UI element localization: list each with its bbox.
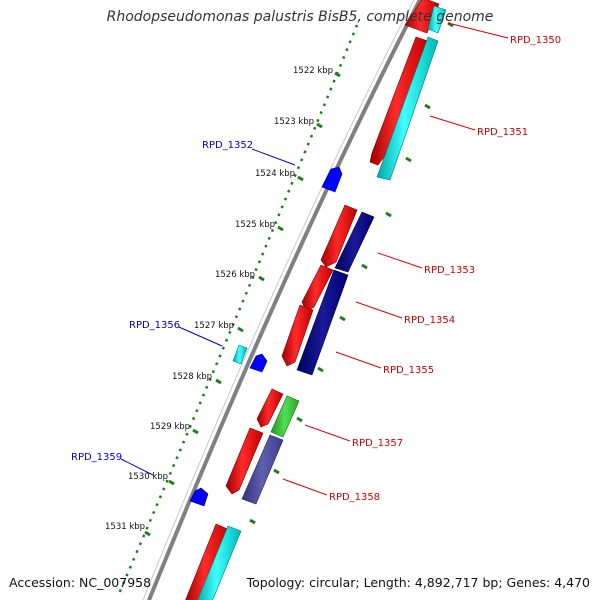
genome-backbone-highlight [142,0,415,600]
gene-arrow-rpd1356[interactable] [249,353,268,373]
leader-lines-red [282,22,509,496]
cds-arrow-rpd1350[interactable] [404,0,440,34]
cds-navy-rpd1353[interactable] [334,211,375,273]
cds-arrow-bottom[interactable] [184,523,231,600]
tick-label-1525: 1525 kbp [235,220,275,230]
gene-label-rpd1358[interactable]: RPD_1358 [329,492,380,503]
scale-ticks [144,71,341,537]
cds-green-rpd1357[interactable] [270,395,300,438]
tick-label-1531: 1531 kbp [105,522,145,532]
genome-backbone [146,0,423,600]
cds-navy-rpd1354[interactable] [296,269,349,376]
cds-cyan-top[interactable] [427,5,447,34]
genome-summary-text: Topology: circular; Length: 4,892,717 bp… [246,575,590,590]
cds-arrow-rpd1355[interactable] [281,304,314,367]
gene-label-rpd1357[interactable]: RPD_1357 [352,438,403,449]
map-title: Rhodopseudomonas palustris BisB5, comple… [106,9,494,25]
accession-text: Accession: NC_007958 [9,575,152,590]
tick-label-1522: 1522 kbp [293,66,333,76]
gene-label-rpd1353[interactable]: RPD_1353 [424,265,475,276]
cds-slate-rpd1358[interactable] [241,434,284,505]
cds-cyan-bottom[interactable] [196,525,242,600]
cds-cyan-rpd1351[interactable] [376,36,439,181]
cds-track-red [184,0,440,600]
tick-label-1527: 1527 kbp [194,321,234,331]
tick-label-1530: 1530 kbp [128,472,168,482]
cds-arrow-rpd1353[interactable] [320,204,358,268]
gene-label-rpd1359[interactable]: RPD_1359 [71,452,122,463]
tick-label-1528: 1528 kbp [172,372,212,382]
tick-label-1529: 1529 kbp [150,422,190,432]
cds-arrow-rpd1358[interactable] [225,427,264,495]
gene-label-rpd1354[interactable]: RPD_1354 [404,315,455,326]
leader-lines-blue [120,148,296,476]
gene-label-rpd1355[interactable]: RPD_1355 [383,365,434,376]
tick-label-1523: 1523 kbp [274,117,314,127]
gene-arrow-rpd1352[interactable] [321,166,343,193]
gene-label-rpd1351[interactable]: RPD_1351 [477,127,528,138]
tick-label-1524: 1524 kbp [255,169,295,179]
gene-label-rpd1350[interactable]: RPD_1350 [510,35,561,46]
cds-arrow-rpd1357[interactable] [256,388,284,428]
tick-label-1526: 1526 kbp [215,270,255,280]
gene-block-rpd1356-cyan[interactable] [232,344,248,365]
gene-label-rpd1356[interactable]: RPD_1356 [129,320,180,331]
gene-label-rpd1352[interactable]: RPD_1352 [202,140,253,151]
gene-arrow-rpd1359[interactable] [189,487,209,507]
